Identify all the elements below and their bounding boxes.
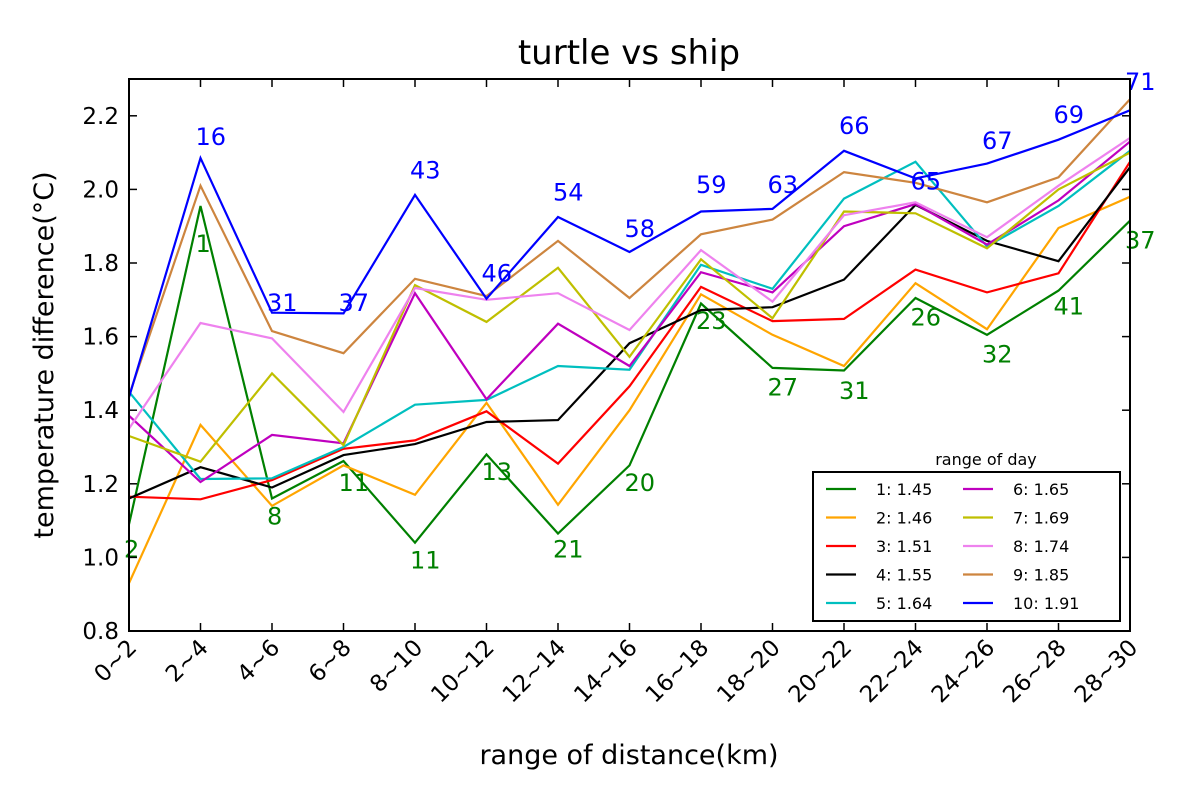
data-annotation: 43 bbox=[410, 156, 441, 184]
data-annotation: 32 bbox=[982, 340, 1013, 368]
data-annotation: 1 bbox=[196, 230, 211, 258]
legend-label: 1: 1.45 bbox=[876, 480, 932, 499]
series-line-10 bbox=[129, 109, 1130, 398]
y-tick-label: 1.4 bbox=[82, 398, 119, 424]
series-line-4 bbox=[129, 166, 1130, 500]
data-annotation: 20 bbox=[625, 469, 656, 497]
y-tick-label: 2.0 bbox=[82, 177, 119, 203]
data-annotation: 16 bbox=[196, 123, 227, 151]
data-annotation: 31 bbox=[839, 377, 870, 405]
data-annotation: 59 bbox=[696, 171, 727, 199]
x-tick-label: 10~12 bbox=[426, 635, 499, 708]
series-line-7 bbox=[129, 151, 1130, 463]
y-tick-label: 1.6 bbox=[82, 325, 119, 351]
data-annotation: 63 bbox=[768, 171, 799, 199]
x-tick-label: 16~18 bbox=[641, 635, 714, 708]
x-tick-label: 6~8 bbox=[304, 635, 357, 688]
data-annotation: 11 bbox=[410, 546, 441, 574]
x-tick-label: 4~6 bbox=[233, 635, 286, 688]
data-annotation: 69 bbox=[1054, 101, 1085, 129]
series-line-1 bbox=[129, 205, 1130, 545]
legend-label: 6: 1.65 bbox=[1013, 480, 1069, 499]
legend-label: 4: 1.55 bbox=[876, 566, 932, 585]
data-annotation: 37 bbox=[339, 289, 370, 317]
data-annotation: 8 bbox=[267, 502, 282, 530]
x-tick-label: 20~22 bbox=[784, 635, 857, 708]
x-tick-label: 8~10 bbox=[365, 635, 428, 698]
x-tick-label: 28~30 bbox=[1070, 635, 1143, 708]
data-annotation: 13 bbox=[482, 458, 513, 486]
x-tick-label: 24~26 bbox=[927, 635, 1000, 708]
series-line-9 bbox=[129, 98, 1130, 396]
data-annotation: 31 bbox=[267, 289, 298, 317]
y-tick-label: 2.2 bbox=[82, 104, 119, 130]
y-axis-label: temperature difference(°C) bbox=[29, 171, 60, 538]
series-line-2 bbox=[129, 195, 1130, 584]
legend-label: 9: 1.85 bbox=[1013, 566, 1069, 585]
y-tick-label: 1.2 bbox=[82, 472, 119, 498]
legend-label: 8: 1.74 bbox=[1013, 537, 1069, 556]
data-annotation: 41 bbox=[1054, 293, 1085, 321]
data-annotation: 54 bbox=[553, 178, 584, 206]
legend-label: 7: 1.69 bbox=[1013, 509, 1069, 528]
x-tick-label: 18~20 bbox=[712, 635, 785, 708]
data-annotation: 66 bbox=[839, 112, 870, 140]
y-tick-label: 1.8 bbox=[82, 251, 119, 277]
series-line-5 bbox=[129, 149, 1130, 481]
y-tick-label: 0.8 bbox=[82, 619, 119, 645]
legend-label: 3: 1.51 bbox=[876, 537, 932, 556]
y-tick-label: 1.0 bbox=[82, 545, 119, 571]
series-line-8 bbox=[129, 136, 1130, 430]
series-layer bbox=[129, 98, 1130, 584]
series-line-3 bbox=[129, 161, 1130, 501]
data-annotation: 21 bbox=[553, 535, 584, 563]
chart-title: turtle vs ship bbox=[518, 33, 740, 73]
data-annotation: 58 bbox=[625, 215, 656, 243]
x-tick-label: 2~4 bbox=[161, 635, 214, 688]
legend-label: 2: 1.46 bbox=[876, 509, 932, 528]
data-annotation: 11 bbox=[339, 469, 370, 497]
data-annotation: 26 bbox=[911, 304, 942, 332]
data-annotation: 65 bbox=[911, 167, 942, 195]
legend-label: 10: 1.91 bbox=[1013, 594, 1079, 613]
data-annotation: 23 bbox=[696, 307, 727, 335]
legend: range of day 1: 1.45 2: 1.46 3: 1.51 4: 1.5… bbox=[812, 450, 1121, 622]
x-tick-label: 22~24 bbox=[855, 635, 928, 708]
data-annotation: 27 bbox=[768, 373, 799, 401]
x-tick-label: 26~28 bbox=[998, 635, 1071, 708]
series-line-6 bbox=[129, 140, 1130, 484]
x-tick-label: 12~14 bbox=[498, 635, 571, 708]
data-annotation: 2 bbox=[124, 535, 139, 563]
data-annotation: 46 bbox=[482, 259, 513, 287]
x-axis-label: range of distance(km) bbox=[479, 740, 778, 771]
legend-title: range of day bbox=[935, 450, 1037, 469]
x-tick-label: 14~16 bbox=[569, 635, 642, 708]
legend-label: 5: 1.64 bbox=[876, 594, 932, 613]
data-annotation: 67 bbox=[982, 127, 1013, 155]
